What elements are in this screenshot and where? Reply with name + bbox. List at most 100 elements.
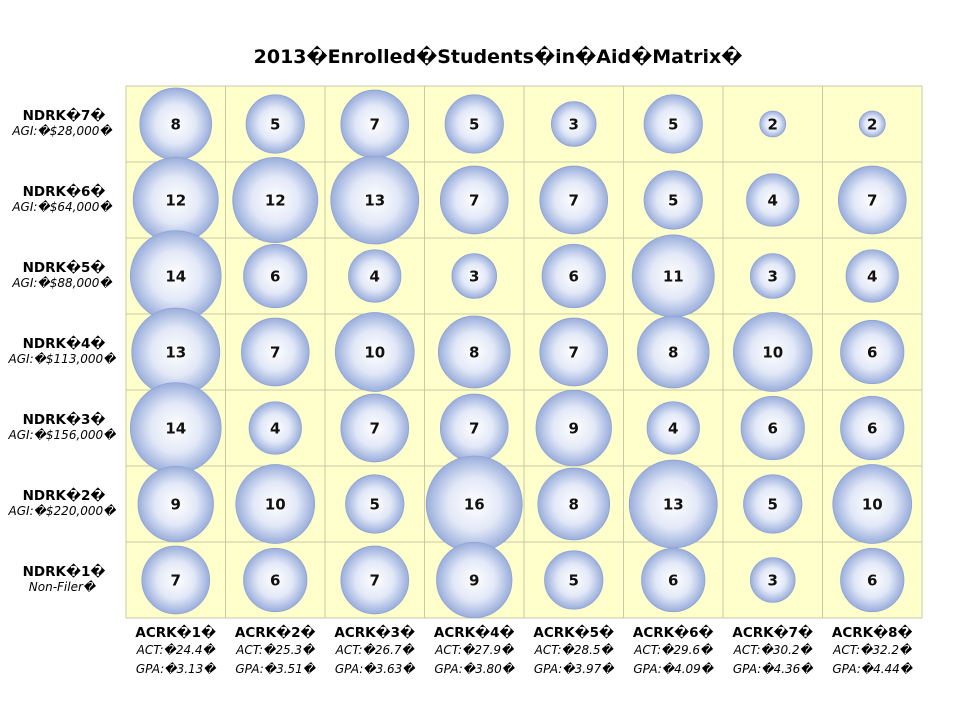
bubble-value-label: 7	[469, 420, 479, 438]
bubble-value-label: 5	[668, 116, 678, 134]
row-sublabel: AGI:�$113,000�	[8, 352, 118, 366]
bubble-value-label: 12	[165, 192, 186, 210]
column-label: ACRK�5�	[533, 624, 614, 641]
bubble-value-label: 7	[171, 572, 181, 590]
bubble: 6	[840, 319, 905, 385]
bubble-value-label: 5	[668, 192, 678, 210]
bubble: 14	[129, 382, 222, 474]
column-label: ACRK�3�	[334, 624, 415, 641]
bubble-value-label: 7	[370, 116, 380, 134]
row-label: NDRK�3�	[23, 411, 106, 428]
bubble-circle	[743, 474, 803, 534]
bubble: 7	[539, 165, 609, 235]
column-act: ACT:�30.2�	[733, 643, 814, 657]
bubble: 9	[436, 541, 513, 619]
bubble-circle	[330, 155, 420, 245]
bubble: 3	[451, 253, 498, 299]
bubble-value-label: 4	[668, 420, 678, 438]
bubble: 7	[340, 89, 410, 159]
row-label: NDRK�5�	[23, 259, 106, 276]
bubble: 10	[732, 312, 813, 392]
bubble-value-label: 6	[867, 572, 877, 590]
bubble-value-label: 3	[768, 268, 778, 286]
bubble: 7	[439, 165, 509, 235]
bubble: 5	[743, 474, 803, 534]
bubble-value-label: 4	[370, 268, 380, 286]
bubble: 6	[243, 243, 308, 309]
bubble: 3	[550, 101, 597, 147]
bubble: 8	[139, 87, 213, 161]
bubble-circle	[544, 550, 604, 610]
column-gpa: GPA:�4.44�	[832, 662, 913, 676]
bubble-circle	[340, 545, 410, 615]
bubble: 13	[628, 459, 718, 549]
bubble-value-label: 16	[464, 496, 485, 514]
row-label: NDRK�4�	[23, 335, 106, 352]
bubble-value-label: 6	[867, 344, 877, 362]
bubble: 6	[243, 547, 308, 613]
bubble: 6	[641, 547, 706, 613]
row-sublabel: Non-Filer�	[29, 580, 97, 594]
bubble-value-label: 7	[469, 192, 479, 210]
bubble-circle	[636, 315, 710, 389]
bubble-value-label: 9	[469, 572, 479, 590]
bubble-value-label: 9	[171, 496, 181, 514]
bubble-circle	[137, 465, 214, 543]
bubble-circle	[732, 312, 813, 392]
bubble-value-label: 6	[867, 420, 877, 438]
bubble: 5	[345, 474, 405, 534]
row-labels: NDRK�7�AGI:�$28,000� NDRK�6�AGI:�$64,000�…	[8, 107, 118, 594]
bubble: 9	[535, 389, 612, 467]
bubble-value-label: 13	[165, 344, 186, 362]
bubble: 7	[340, 393, 410, 463]
column-label: ACRK�8�	[832, 624, 913, 641]
bubble-value-label: 4	[867, 268, 877, 286]
column-act: ACT:�27.9�	[434, 643, 515, 657]
bubble-value-label: 6	[569, 268, 579, 286]
bubble-value-label: 4	[768, 192, 778, 210]
column-act: ACT:�24.4�	[136, 643, 217, 657]
chart-title: 2013�Enrolled�Students�in�Aid�Matrix�	[254, 45, 743, 68]
bubble-value-label: 7	[569, 344, 579, 362]
column-gpa: GPA:�3.80�	[434, 662, 515, 676]
bubble-value-label: 7	[569, 192, 579, 210]
bubble: 4	[348, 249, 402, 303]
bubble-circle	[643, 170, 703, 230]
row-sublabel: AGI:�$220,000�	[8, 504, 118, 518]
bubble-value-label: 6	[768, 420, 778, 438]
bubble-value-label: 2	[867, 116, 877, 134]
bubble-value-label: 7	[370, 420, 380, 438]
bubble: 6	[840, 395, 905, 461]
bubble-circle	[334, 312, 415, 392]
bubble: 7	[340, 545, 410, 615]
bubble: 4	[845, 249, 899, 303]
bubble-value-label: 3	[469, 268, 479, 286]
bubble-circle	[245, 94, 305, 154]
bubble: 16	[425, 455, 523, 553]
bubble-value-label: 14	[165, 420, 186, 438]
column-label: ACRK�1�	[135, 624, 216, 641]
bubble-circle	[535, 389, 612, 467]
row-label: NDRK�7�	[23, 107, 106, 124]
bubble-circle	[240, 317, 310, 387]
bubbles: 8 5 7 5 3 5 2 2 12 12 13 7 7 5 4 7 14 6 4 3 6 11 3 4 13 7 10 8 7 8 10 6…	[129, 87, 913, 619]
bubble-circle	[348, 249, 402, 303]
bubble-circle	[539, 165, 609, 235]
bubble-value-label: 7	[270, 344, 280, 362]
bubble: 7	[240, 317, 310, 387]
row-sublabel: AGI:�$64,000�	[11, 200, 113, 214]
bubble-circle	[439, 165, 509, 235]
bubble-circle	[858, 110, 886, 138]
bubble: 7	[837, 165, 907, 235]
bubble-value-label: 14	[165, 268, 186, 286]
bubble: 5	[643, 94, 703, 154]
bubble-circle	[436, 541, 513, 619]
bubble-circle	[641, 547, 706, 613]
bubble: 10	[235, 464, 316, 544]
bubble: 2	[759, 110, 787, 138]
bubble-circle	[840, 547, 905, 613]
bubble-circle	[243, 243, 308, 309]
bubble-value-label: 6	[270, 572, 280, 590]
bubble: 2	[858, 110, 886, 138]
bubble-value-label: 3	[569, 116, 579, 134]
